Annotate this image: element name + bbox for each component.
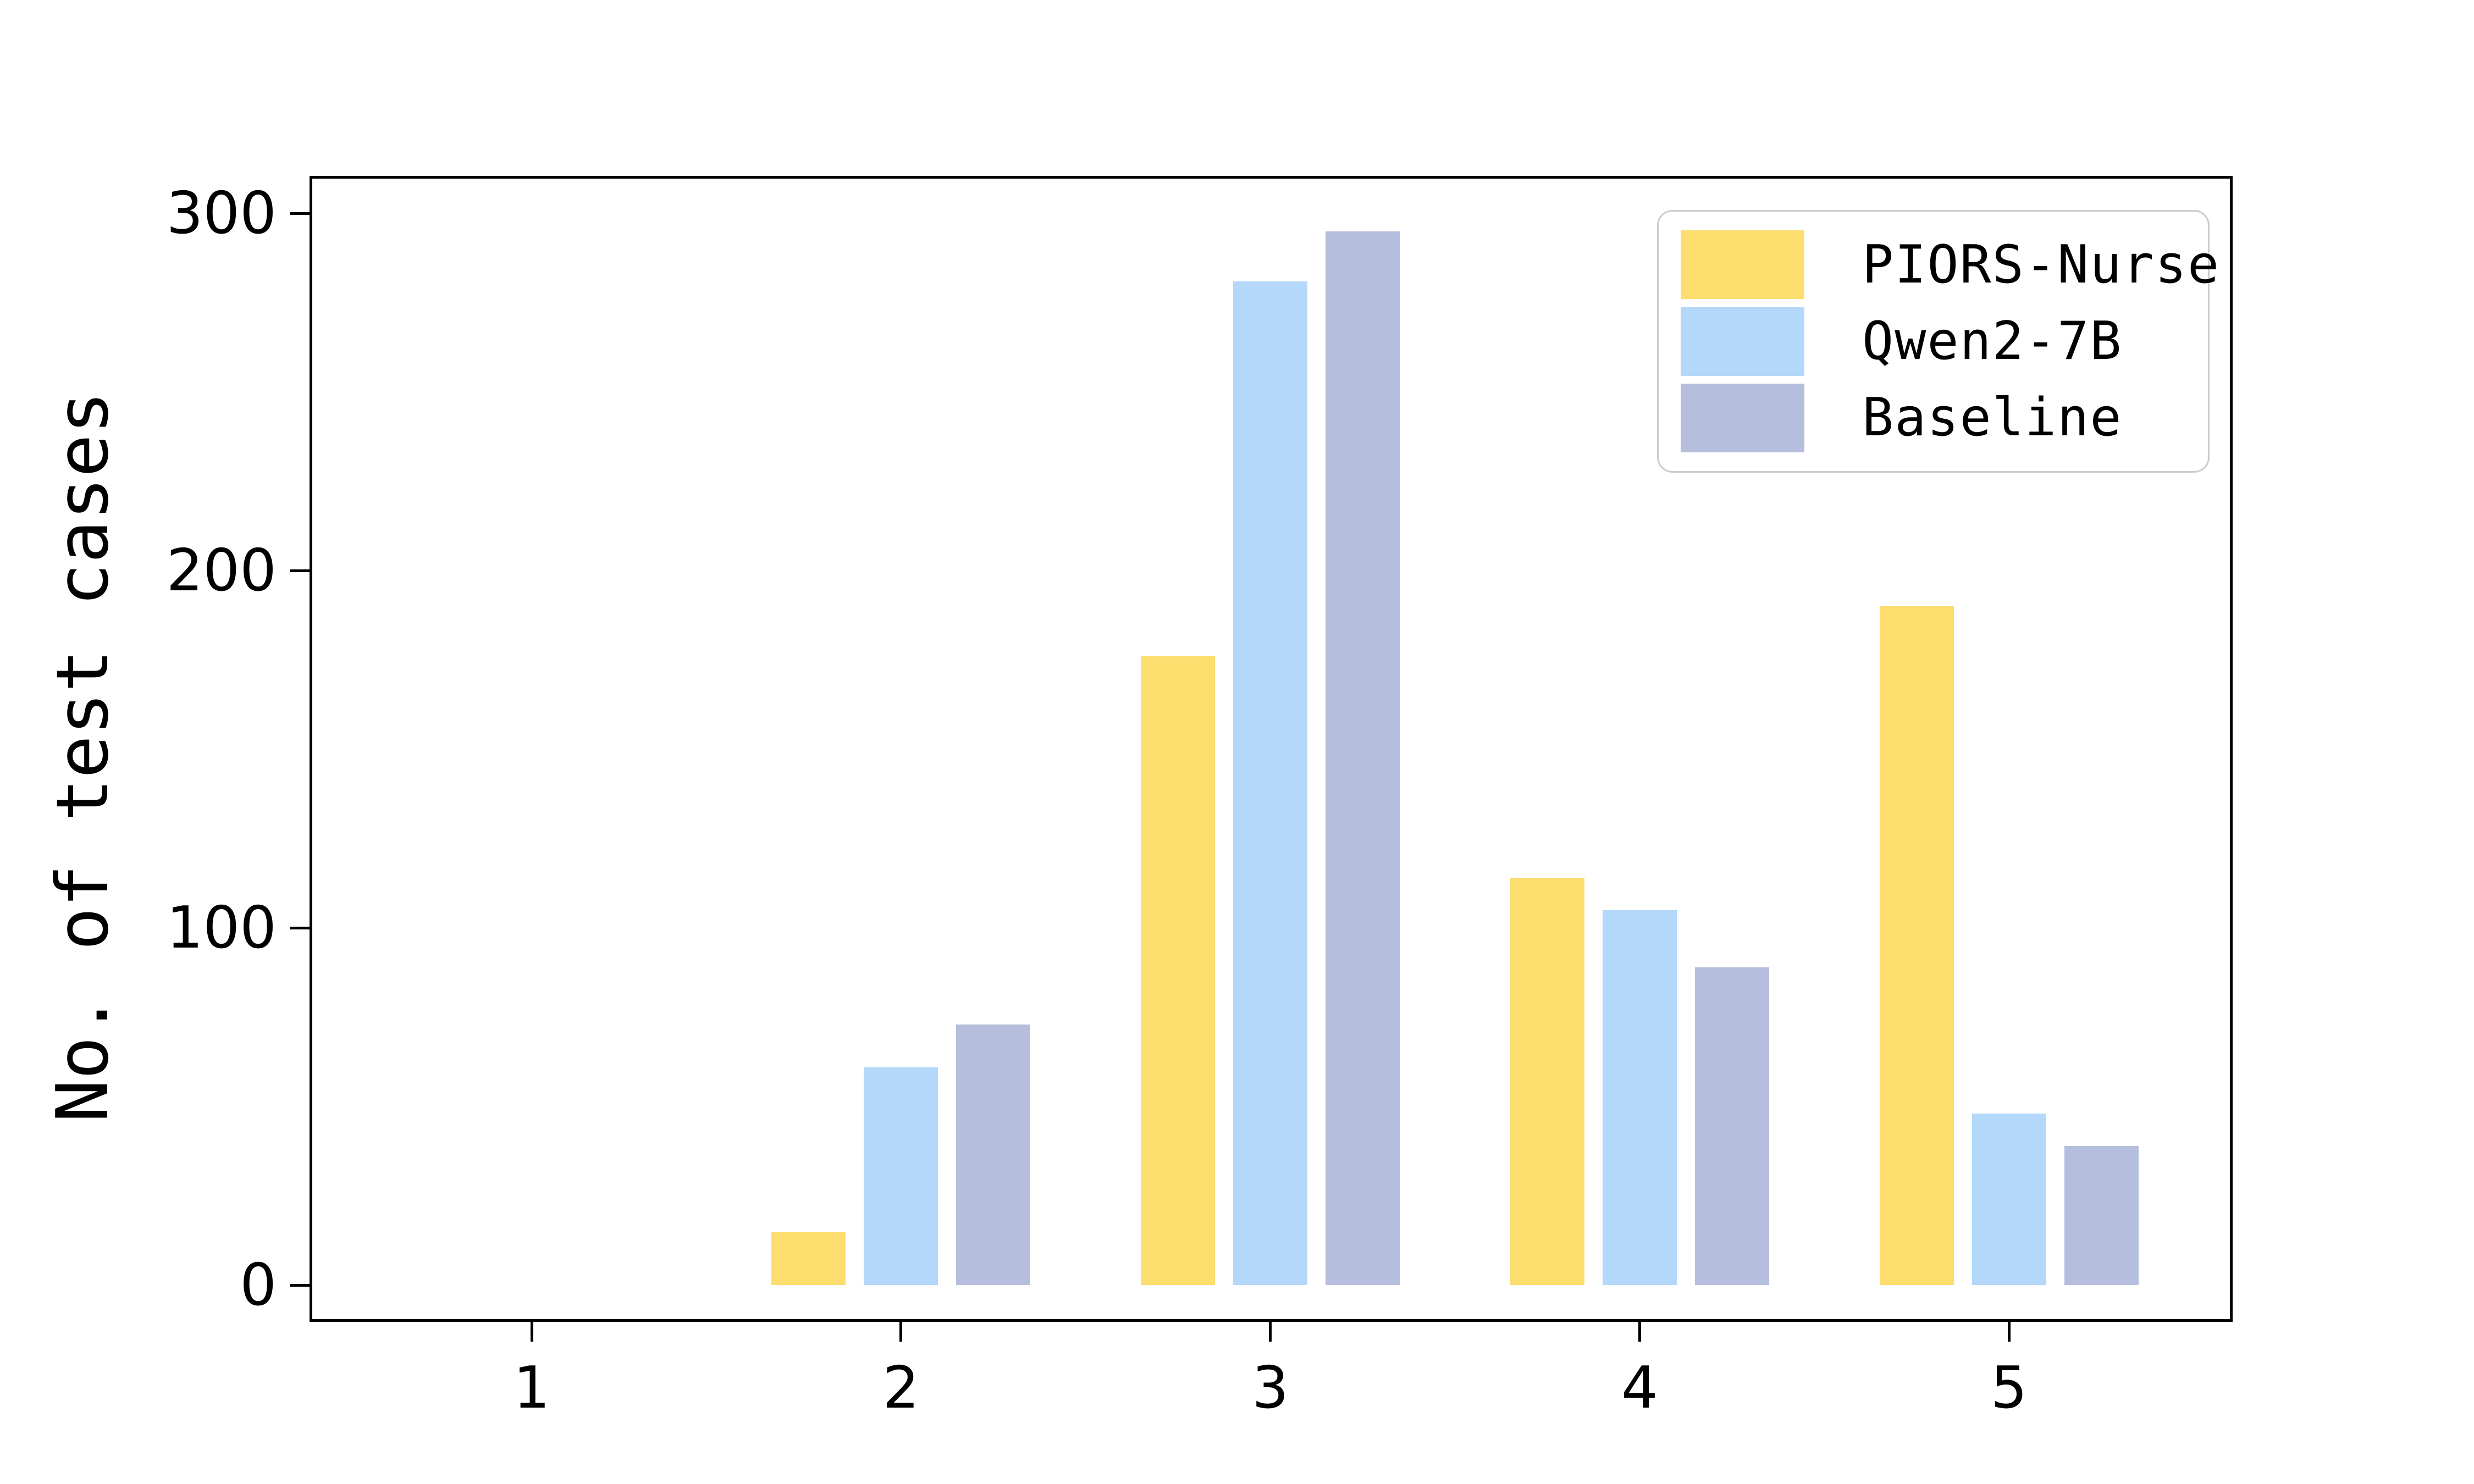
legend-swatch-PIORS-Nurse <box>1681 230 1804 300</box>
x-tick-mark-2 <box>899 1322 903 1342</box>
bar-Baseline-category-5 <box>2064 1145 2139 1285</box>
plot-area <box>310 176 2233 1322</box>
bar-PIORS-Nurse-category-5 <box>1879 606 1954 1285</box>
bar-Qwen2-7B-category-2 <box>864 1067 938 1285</box>
bar-Qwen2-7B-category-4 <box>1602 910 1677 1285</box>
x-tick-label-1: 1 <box>513 1354 550 1421</box>
bar-Baseline-category-4 <box>1694 967 1769 1285</box>
bar-PIORS-Nurse-category-3 <box>1141 656 1216 1285</box>
legend-label-Baseline: Baseline <box>1862 387 2123 448</box>
y-tick-label-300: 300 <box>166 180 277 247</box>
x-tick-label-4: 4 <box>1621 1354 1658 1421</box>
bar-Qwen2-7B-category-3 <box>1233 281 1308 1285</box>
y-tick-mark-300 <box>290 212 310 215</box>
legend-item-PIORS-Nurse: PIORS-Nurse <box>1681 230 2219 300</box>
x-tick-mark-5 <box>2007 1322 2011 1342</box>
bar-Baseline-category-2 <box>956 1024 1031 1285</box>
legend-label-Qwen2-7B: Qwen2-7B <box>1862 311 2123 372</box>
bar-PIORS-Nurse-category-4 <box>1510 878 1584 1285</box>
y-tick-label-0: 0 <box>240 1252 277 1319</box>
x-tick-mark-4 <box>1638 1322 1641 1342</box>
y-tick-mark-200 <box>290 569 310 572</box>
y-tick-label-100: 100 <box>166 894 277 961</box>
bar-Qwen2-7B-category-5 <box>1972 1114 2046 1285</box>
x-tick-mark-1 <box>530 1322 533 1342</box>
legend-swatch-Baseline <box>1681 383 1804 452</box>
x-tick-mark-3 <box>1269 1322 1272 1342</box>
y-axis-label: No. of test cases <box>41 391 124 1123</box>
x-tick-label-2: 2 <box>882 1354 920 1421</box>
y-tick-label-200: 200 <box>166 537 277 604</box>
legend-swatch-Qwen2-7B <box>1681 307 1804 376</box>
legend-label-PIORS-Nurse: PIORS-Nurse <box>1862 234 2221 295</box>
legend: PIORS-Nurse Qwen2-7B Baseline <box>1657 210 2219 473</box>
bar-Baseline-category-3 <box>1326 231 1400 1285</box>
x-tick-label-5: 5 <box>1990 1354 2028 1421</box>
y-tick-mark-0 <box>290 1283 310 1287</box>
y-tick-mark-100 <box>290 926 310 929</box>
x-tick-label-3: 3 <box>1252 1354 1289 1421</box>
bar-PIORS-Nurse-category-2 <box>771 1231 846 1285</box>
legend-item-Qwen2-7B: Qwen2-7B <box>1681 307 2208 376</box>
legend-item-Baseline: Baseline <box>1681 383 2208 452</box>
